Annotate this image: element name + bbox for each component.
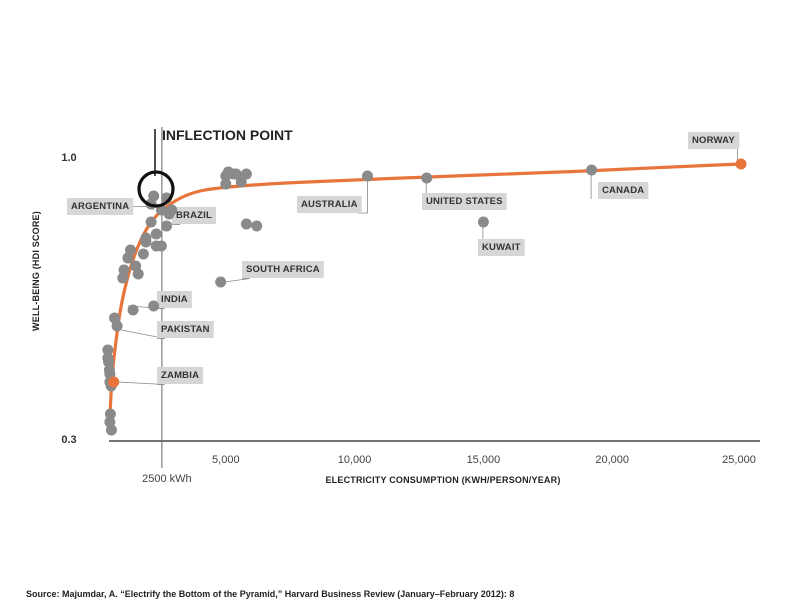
- data-point: [137, 248, 149, 260]
- data-point: [586, 164, 598, 176]
- data-point: [361, 170, 373, 182]
- callout-label-box: [478, 239, 525, 256]
- callout-label: CANADA: [602, 185, 644, 196]
- data-point: [235, 176, 247, 188]
- data-point: [220, 178, 232, 190]
- x-tick-label: 25,000: [722, 454, 756, 466]
- callout-label-box: [157, 321, 214, 338]
- data-point: [161, 220, 173, 232]
- data-point: [140, 236, 152, 248]
- callout-label: NORWAY: [692, 135, 735, 146]
- callout-label-box: [422, 193, 507, 210]
- data-point: [127, 304, 139, 316]
- data-point: [421, 172, 433, 184]
- callout-label: BRAZIL: [176, 210, 212, 221]
- highlight-point-zambia: [108, 376, 120, 388]
- callout-label: ARGENTINA: [71, 201, 129, 212]
- x-tick-label: 20,000: [595, 454, 629, 466]
- source-citation: Source: Majumdar, A. “Electrify the Bott…: [26, 589, 515, 599]
- data-point: [240, 168, 252, 180]
- x-tick-label: 10,000: [338, 454, 372, 466]
- data-point: [102, 352, 114, 364]
- data-point: [105, 424, 117, 436]
- data-point: [150, 228, 162, 240]
- data-point: [155, 240, 167, 252]
- data-point: [251, 220, 263, 232]
- callout-label: PAKISTAN: [161, 324, 210, 335]
- data-point: [148, 300, 160, 312]
- callout-label: INDIA: [161, 294, 188, 305]
- data-point: [124, 244, 136, 256]
- data-point: [102, 344, 114, 356]
- callout-label-box: [67, 198, 134, 215]
- callout-leader: [117, 381, 166, 385]
- callout-label-box: [157, 367, 204, 384]
- x-tick-label: 15,000: [467, 454, 501, 466]
- data-point: [240, 218, 252, 230]
- callout-label-box: [172, 207, 217, 224]
- data-point: [148, 190, 160, 202]
- callout-label: ZAMBIA: [161, 370, 199, 381]
- callout-leader: [121, 329, 166, 339]
- data-point: [215, 276, 227, 288]
- callout-label-box: [157, 291, 192, 308]
- inflection-circle: [137, 170, 175, 208]
- callout-leader: [224, 278, 251, 283]
- inflection-point-label: INFLECTION POINT: [162, 127, 293, 143]
- y-tick-label: 1.0: [61, 152, 76, 164]
- data-point: [477, 216, 489, 228]
- data-point: [117, 272, 129, 284]
- highlight-point-norway: [735, 158, 747, 170]
- callout-label-box: [242, 261, 324, 278]
- y-tick-label: 0.3: [61, 434, 76, 446]
- y-axis-title: WELL-BEING (HDI SCORE): [31, 211, 41, 331]
- data-point: [111, 320, 123, 332]
- data-point: [222, 166, 234, 178]
- callout-label: UNITED STATES: [426, 196, 503, 207]
- callout-label: AUSTRALIA: [301, 199, 358, 210]
- callout-label: KUWAIT: [482, 242, 521, 253]
- reference-line-label: 2500 kWh: [142, 473, 192, 485]
- callout-label-box: [598, 182, 649, 199]
- callout-label-box: [688, 132, 740, 149]
- x-axis-title: ELECTRICITY CONSUMPTION (KWH/PERSON/YEAR…: [325, 475, 560, 485]
- callout-label: SOUTH AFRICA: [246, 264, 320, 275]
- data-point: [104, 408, 116, 420]
- x-tick-label: 5,000: [212, 454, 240, 466]
- data-point: [130, 260, 142, 272]
- callout-label-box: [297, 196, 362, 213]
- data-point: [145, 216, 157, 228]
- callout-leader: [128, 305, 166, 309]
